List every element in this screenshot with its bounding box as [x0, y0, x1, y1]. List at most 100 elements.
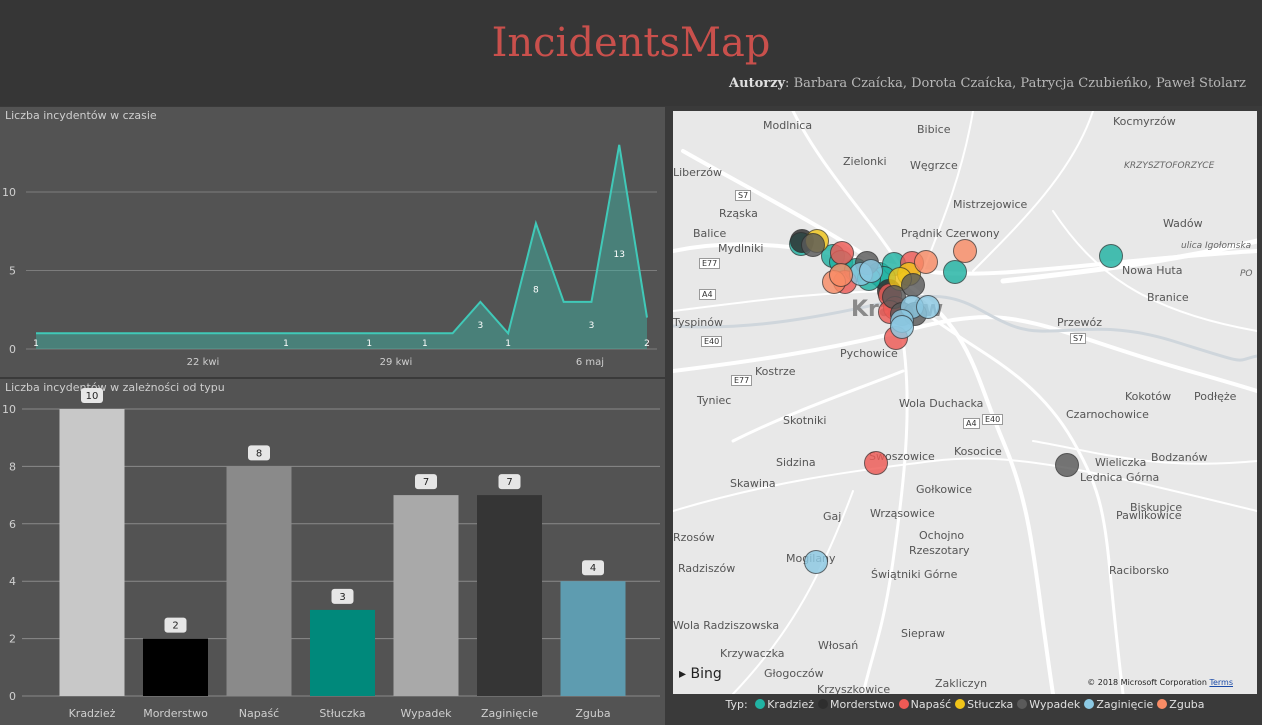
copyright-text: © 2018 Microsoft Corporation — [1087, 678, 1207, 687]
map-place-label: Lednica Górna — [1080, 471, 1160, 484]
bar-value-label: 8 — [256, 448, 262, 459]
map-place-label: Bodzanów — [1151, 451, 1208, 464]
map-place-label: Nowa Huta — [1122, 264, 1183, 277]
bar[interactable] — [393, 495, 459, 696]
map-place-label: Raciborsko — [1109, 564, 1169, 577]
bar[interactable] — [560, 581, 626, 696]
y-tick-label: 5 — [9, 264, 16, 277]
legend-item-label[interactable]: Stłuczka — [967, 698, 1014, 711]
map-place-label: Krzywaczka — [720, 647, 785, 660]
legend-item-label[interactable]: Kradzież — [767, 698, 815, 711]
map-place-label: Liberzów — [673, 166, 722, 179]
map-place-label: Włosań — [818, 639, 859, 652]
bar[interactable] — [59, 409, 125, 696]
x-tick-label: 29 kwi — [380, 357, 413, 368]
incident-marker[interactable] — [943, 260, 967, 284]
x-tick-label: 22 kwi — [187, 357, 220, 368]
legend-label: Typ: — [725, 698, 748, 711]
map-place-label: Rzosów — [673, 531, 715, 544]
bar[interactable] — [143, 638, 208, 696]
legend-item-label[interactable]: Napaść — [910, 698, 952, 711]
map-place-label: Balice — [693, 227, 727, 240]
data-label: 1 — [33, 339, 39, 349]
map-place-label: Wrząsowice — [870, 507, 935, 520]
map-place-label: Kosocice — [954, 445, 1002, 458]
legend-item-label[interactable]: Zaginięcie — [1096, 698, 1154, 711]
header: IncidentsMap Autorzy: Barbara Czaícka, D… — [0, 0, 1262, 106]
map-place-label: Wieliczka — [1095, 456, 1147, 469]
bar-chart-panel[interactable]: Liczba incydentów w zależności od typu 0… — [0, 379, 665, 725]
bar-value-badge — [582, 560, 604, 576]
line-chart-title: Liczba incydentów w czasie — [5, 109, 157, 122]
map-place-label: Ochojno — [919, 529, 965, 542]
map-place-label: Modlnica — [763, 119, 813, 132]
map-place-label: Kokotów — [1125, 390, 1172, 403]
map-place-label: Rząska — [719, 207, 758, 220]
bar-value-badge — [164, 617, 187, 633]
bar[interactable] — [477, 495, 542, 696]
incident-marker[interactable] — [914, 250, 938, 274]
category-label: Wypadek — [400, 707, 452, 720]
incident-marker[interactable] — [801, 233, 825, 257]
bar-value-badge — [498, 474, 521, 490]
incident-marker[interactable] — [829, 263, 853, 287]
incident-marker[interactable] — [953, 239, 977, 263]
map-place-label: ulica Igołomska — [1181, 241, 1252, 251]
map-place-label: Podłęże — [1194, 390, 1237, 403]
incident-marker[interactable] — [1099, 244, 1123, 268]
bar-chart[interactable]: 0 2 4 6 8 10 10 Kradzież 2 Morderstwo 8 Napaść 3 Stłu… — [0, 379, 665, 725]
bar-chart-title: Liczba incydentów w zależności od typu — [5, 381, 225, 394]
legend-swatch-icon — [1017, 699, 1028, 709]
road-shield: E40 — [982, 414, 1004, 425]
map-place-label: Wola Duchacka — [899, 397, 984, 410]
authors-label: Autorzy — [729, 76, 786, 91]
legend-item-label[interactable]: Morderstwo — [830, 698, 895, 711]
series-line[interactable] — [36, 144, 648, 336]
y-tick-label: 0 — [9, 690, 16, 703]
bar-value-badge — [248, 445, 270, 461]
map-roads — [673, 111, 1257, 694]
legend-swatch-icon — [955, 699, 966, 709]
map-place-label: Bibice — [917, 123, 951, 136]
incident-marker[interactable] — [901, 273, 925, 297]
map-place-label: Skawina — [730, 477, 776, 490]
y-tick-label: 10 — [2, 403, 16, 416]
map-place-label: Świątniki Górne — [871, 568, 958, 581]
category-label: Zguba — [575, 707, 610, 720]
incident-marker[interactable] — [864, 451, 888, 475]
incident-marker[interactable] — [1055, 453, 1079, 477]
map-place-label: Radziszów — [678, 562, 736, 575]
map-place-label: Węgrzce — [910, 159, 958, 172]
terms-link[interactable]: Terms — [1209, 678, 1233, 687]
incident-marker[interactable] — [830, 241, 854, 265]
data-label: 3 — [589, 321, 595, 331]
map-place-label: Rzeszotary — [909, 544, 970, 557]
category-label: Stłuczka — [319, 707, 365, 720]
bar-value-label: 10 — [86, 391, 99, 402]
map-place-label: Kostrze — [755, 365, 796, 378]
bing-icon: ▸ — [679, 666, 687, 682]
category-label: Morderstwo — [143, 707, 208, 720]
bar[interactable] — [310, 609, 375, 696]
incidents-map[interactable]: Modlnica Bibice Kocmyrzów Zielonki Węgrzce KR… — [673, 111, 1257, 694]
category-label: Kradzież — [69, 707, 116, 720]
incident-marker[interactable] — [804, 550, 828, 574]
bar-value-badge — [415, 474, 437, 490]
legend-item-label[interactable]: Wypadek — [1029, 698, 1081, 711]
data-label: 3 — [477, 321, 483, 331]
incident-marker[interactable] — [890, 315, 914, 339]
legend-item-label[interactable]: Zguba — [1169, 698, 1205, 711]
bar-value-badge — [81, 388, 103, 403]
incident-marker[interactable] — [859, 259, 883, 283]
category-label: Zaginięcie — [481, 707, 538, 720]
map-place-label: Siepraw — [901, 627, 946, 640]
data-label: 1 — [422, 339, 428, 349]
map-place-label: Krzyszkowice — [817, 683, 891, 694]
incident-marker[interactable] — [916, 295, 940, 319]
legend-swatch-icon — [755, 699, 766, 709]
line-chart-panel[interactable]: Liczba incydentów w czasie 0 5 10 1 1 1 1 3 1 8 3 1… — [0, 107, 665, 377]
map-place-label: KRZYSZTOFORZYCE — [1124, 161, 1215, 171]
bar[interactable] — [226, 466, 292, 696]
data-label: 8 — [533, 285, 539, 295]
